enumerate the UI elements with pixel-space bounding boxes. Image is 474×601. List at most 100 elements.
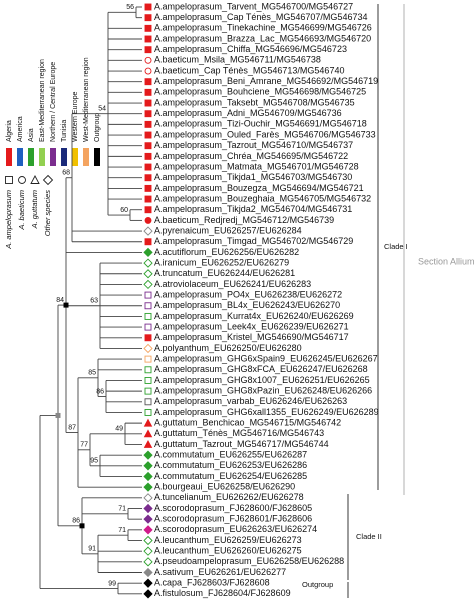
- leaf-label: A.acutiflorum_EU626256/EU626282: [154, 247, 299, 257]
- bootstrap-value: 77: [80, 442, 88, 449]
- leaf-label: A.ampeloprasum_GHG6xSpain9_EU626245/EU62…: [154, 353, 378, 363]
- bootstrap-value: 71: [118, 506, 126, 513]
- bootstrap-value: 71: [118, 527, 126, 534]
- region-swatch: [83, 148, 89, 166]
- leaf-marker: [143, 578, 153, 588]
- leaf-marker: [144, 152, 152, 160]
- leaf-marker: [144, 24, 152, 32]
- leaf-label: A.pyrenaicum_EU626257/EU626284: [154, 225, 302, 235]
- section-label: Section Allium: [418, 256, 474, 266]
- leaf-label: A.baeticum_Cap Ténès_MG546713/MG546740: [154, 65, 344, 75]
- leaf-marker: [143, 269, 153, 279]
- leaf-marker: [144, 323, 152, 331]
- species-symbol: [42, 174, 54, 186]
- region-swatch: [94, 148, 100, 166]
- leaf-marker: [143, 279, 153, 290]
- leaf-label: A.sativum_EU626261/EU626277: [154, 567, 286, 577]
- leaf-label: A.guttatum_Tazrout_MG546717/MG546744: [154, 439, 329, 449]
- leaf-label: A.commutatum_EU626254/EU626285: [154, 471, 307, 481]
- leaf-marker: [144, 206, 152, 214]
- species-label: A. ampeloprasum: [4, 190, 13, 250]
- bootstrap-value: 49: [115, 426, 123, 433]
- node-marker: [79, 523, 85, 529]
- bootstrap-value: 86: [72, 518, 80, 525]
- leaf-label: A.guttatum_Ténès_MG546716/MG546743: [154, 428, 324, 438]
- leaf-label: A.ampeloprasum_varbab_EU626246/EU626263: [154, 396, 347, 406]
- leaf-label: A.ampeloprasum_Matmata_MG546701/MG546728: [154, 161, 359, 171]
- leaf-marker: [144, 163, 152, 171]
- leaf-label: A.ampeloprasum_PO4x_EU626238/EU626272: [154, 289, 342, 299]
- bootstrap-value: 84: [56, 297, 64, 304]
- clade-1-label: Clade I: [384, 242, 408, 251]
- species-label: A. guttatum: [30, 190, 39, 229]
- species-symbol: [30, 175, 40, 184]
- leaf-marker: [143, 247, 153, 258]
- leaf-label: A.ampeloprasum_Taksebt_MG546708/MG546735: [154, 97, 355, 107]
- leaf-marker: [143, 471, 153, 482]
- leaf-marker: [143, 440, 153, 448]
- leaf-marker: [143, 493, 153, 503]
- leaf-marker: [144, 120, 152, 128]
- region-label: Outgroup: [94, 113, 101, 142]
- leaf-label: A.ampeloprasum_Bouhciene_MG546698/MG5467…: [154, 87, 366, 97]
- leaf-label: A.ampeloprasum_GHG8xPazin_EU626248/EU626…: [154, 385, 372, 395]
- leaf-marker: [144, 216, 152, 224]
- bootstrap-value: 60: [120, 207, 128, 214]
- leaf-label: A.atroviolaceum_EU626241/EU626283: [154, 279, 311, 289]
- leaf-marker: [144, 195, 152, 203]
- leaf-marker: [144, 398, 152, 406]
- leaf-marker: [144, 184, 152, 192]
- leaf-label: A.ampeloprasum_Timgad_MG546702/MG546729: [154, 236, 353, 246]
- leaf-label: A.leucanthum_EU626259/EU626273: [154, 535, 302, 545]
- leaf-marker: [143, 226, 153, 236]
- leaf-label: A.iranicum_EU626252/EU626279: [154, 257, 289, 267]
- leaf-label: A.bourgeaui_EU626258/EU626290: [154, 482, 295, 492]
- leaf-marker: [144, 291, 152, 299]
- leaf-marker: [144, 88, 152, 96]
- leaf-marker: [144, 238, 152, 246]
- leaf-label: A.ampeloprasum_Chréa_MG546695/MG546722: [154, 151, 348, 161]
- bootstrap-value: 87: [68, 424, 76, 431]
- leaf-label: A.ampeloprasum_Leek4x_EU626239/EU626271: [154, 321, 349, 331]
- leaf-marker: [143, 418, 153, 427]
- leaf-marker: [144, 3, 152, 11]
- region-swatch: [50, 148, 56, 166]
- node-marker: [55, 412, 61, 418]
- leaf-label: A.scorodoprasum_FJ628600/FJ628605: [154, 503, 312, 513]
- region-label: West-Mediterranean region: [83, 57, 90, 142]
- region-swatch: [39, 148, 45, 166]
- leaf-label: A.ampeloprasum_Tinekachine_MG546699/MG54…: [154, 23, 372, 33]
- region-label: East-Mediterranean region: [39, 59, 46, 142]
- region-swatch: [17, 148, 23, 166]
- leaf-marker: [143, 514, 153, 524]
- leaf-label: A.ampeloprasum_Cap Ténès_MG546707/MG5467…: [154, 12, 367, 22]
- leaf-marker: [144, 14, 152, 22]
- leaf-label: A.ampeloprasum_Adni_MG546709/MG546736: [154, 108, 342, 118]
- leaf-marker: [143, 503, 153, 514]
- species-label: Other species: [43, 190, 52, 237]
- leaf-marker: [143, 557, 153, 567]
- region-label: America: [17, 116, 24, 142]
- leaf-label: A.commutatum_EU626255/EU626287: [154, 450, 307, 460]
- leaf-label: A.polyanthum_EU626250/EU626280: [154, 343, 302, 353]
- leaf-marker: [144, 387, 152, 395]
- leaf-marker: [144, 334, 152, 342]
- leaf-marker: [143, 450, 153, 460]
- region-label: Northern / Central Europe: [50, 62, 57, 142]
- leaf-label: A.tuncelianum_EU626262/EU626278: [154, 492, 304, 502]
- bootstrap-value: 63: [90, 298, 98, 305]
- region-swatch: [72, 148, 78, 166]
- region-label: Algeria: [6, 120, 13, 142]
- bootstrap-value: 85: [88, 370, 96, 377]
- leaf-marker: [144, 355, 152, 363]
- leaf-marker: [143, 482, 153, 492]
- leaf-label: A.ampeloprasum_Ouled_Farès_MG546706/MG54…: [154, 129, 376, 139]
- leaf-label: A.ampeloprasum_Chiffa_MG546696/MG546723: [154, 44, 347, 54]
- bootstrap-value: 86: [96, 388, 104, 395]
- leaf-marker: [144, 110, 152, 118]
- leaf-marker: [144, 377, 152, 384]
- leaf-label: A.guttatum_Benchicao_MG546715/MG546742: [154, 418, 341, 428]
- leaf-marker: [144, 142, 152, 150]
- bootstrap-value: 56: [126, 4, 134, 11]
- leaf-marker: [143, 567, 153, 578]
